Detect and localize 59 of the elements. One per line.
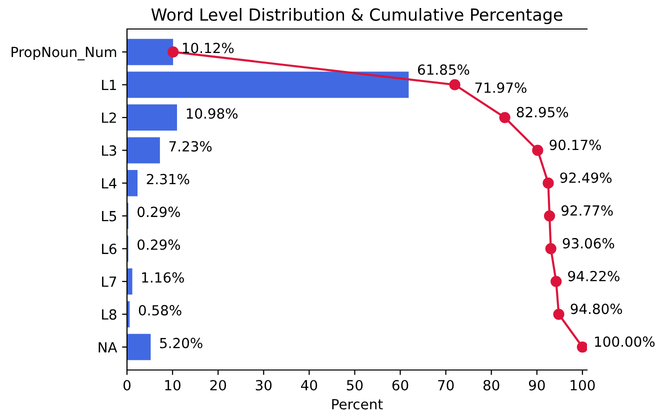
y-tick-label: NA	[98, 342, 118, 352]
x-tick-label: 40	[301, 380, 318, 390]
data-label: 94.80%	[570, 304, 622, 314]
bar	[127, 104, 178, 131]
x-tick-label: 10	[165, 380, 180, 390]
point	[499, 112, 510, 124]
data-label: 2.31%	[146, 174, 190, 184]
y-tick-label: L7	[102, 276, 116, 287]
bar	[127, 72, 409, 98]
x-tick-label: 20	[210, 380, 226, 390]
x-axis-title: Percent	[332, 399, 383, 410]
point	[545, 243, 556, 254]
point	[576, 341, 587, 353]
data-label: 82.95%	[516, 106, 568, 118]
x-tick-label: 70	[438, 380, 454, 390]
point	[449, 79, 460, 90]
point	[542, 178, 554, 189]
data-label: 10.98%	[186, 108, 238, 119]
bar	[127, 170, 138, 196]
bar	[127, 137, 160, 164]
y-tick-label: L5	[102, 211, 116, 222]
data-label: 92.49%	[560, 172, 612, 183]
point	[532, 144, 544, 156]
y-tick-label: L2	[102, 112, 116, 123]
x-tick-label: 80	[483, 380, 500, 390]
bar	[127, 334, 151, 360]
point	[168, 46, 179, 58]
chart-title: Word Level Distribution & Cumulative Percentage	[151, 8, 562, 24]
bar	[127, 38, 174, 66]
y-tick-label: L6	[102, 244, 116, 254]
data-label: 94.22%	[568, 270, 620, 282]
data-label: 92.77%	[562, 205, 613, 216]
data-label: 71.97%	[475, 82, 526, 93]
data-label: 93.06%	[562, 238, 614, 249]
x-tick-label: 100	[570, 380, 595, 390]
y-tick-label: L8	[102, 309, 116, 320]
y-tick-label: PropNoun_Num	[12, 46, 116, 60]
point	[550, 276, 562, 288]
point	[553, 308, 564, 320]
point	[544, 210, 556, 222]
x-tick-label: 60	[392, 380, 408, 390]
data-label: 61.85%	[418, 64, 470, 75]
data-label: 90.17%	[550, 140, 601, 150]
x-tick-label: 90	[528, 380, 545, 390]
data-label: 100.00%	[595, 336, 655, 347]
data-label: 1.16%	[142, 272, 184, 283]
data-label: 0.29%	[138, 206, 180, 218]
data-label: 10.12%	[182, 42, 234, 54]
x-tick-label: 0	[123, 380, 130, 390]
data-label: 5.20%	[160, 338, 202, 348]
data-label: 0.58%	[138, 305, 182, 316]
y-tick-label: L3	[102, 145, 116, 156]
data-label: 7.23%	[169, 141, 212, 152]
bar	[127, 268, 132, 295]
x-tick-label: 30	[256, 380, 272, 390]
data-label: 0.29%	[138, 239, 180, 250]
x-tick-label: 50	[346, 380, 363, 390]
y-tick-label: L1	[102, 80, 116, 90]
y-tick-label: L4	[102, 178, 116, 188]
